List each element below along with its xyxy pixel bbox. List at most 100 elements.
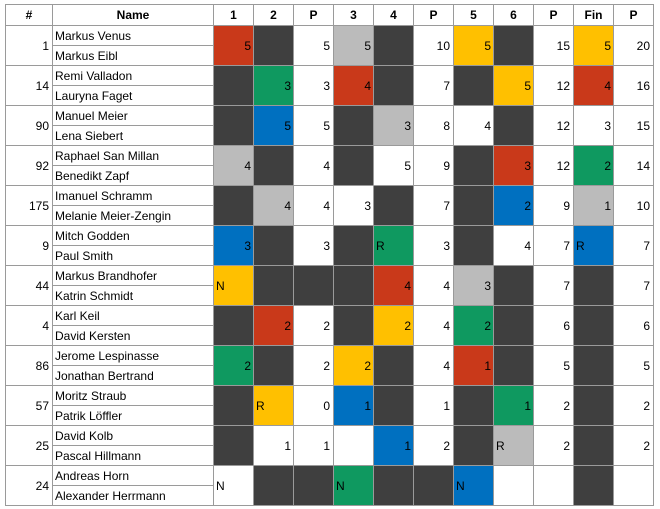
driver-name: Manuel Meier xyxy=(52,105,214,126)
driver-name: Moritz Straub xyxy=(52,385,214,406)
cell-round-5: 3 xyxy=(453,265,494,306)
cell-round-5: 1 xyxy=(453,345,494,386)
cell-round-5 xyxy=(453,145,494,186)
cell-points-total: 10 xyxy=(613,185,654,226)
header-round-2: 2 xyxy=(253,4,294,26)
cell-round-6: 2 xyxy=(493,185,534,226)
cell-round-3 xyxy=(333,425,374,466)
table-row-second-driver: Paul Smith xyxy=(6,245,654,266)
car-number: 14 xyxy=(5,65,53,106)
driver-name: Raphael San Millan xyxy=(52,145,214,166)
cell-points-2: 7 xyxy=(413,65,454,106)
cell-points-2: 4 xyxy=(413,305,454,346)
cell-points-2 xyxy=(413,465,454,506)
cell-round-3 xyxy=(333,105,374,146)
cell-points-2: 4 xyxy=(413,345,454,386)
co-driver-name: David Kersten xyxy=(52,325,214,346)
cell-round-2: 5 xyxy=(253,105,294,146)
cell-round-2 xyxy=(253,465,294,506)
cell-points-1: 1 xyxy=(293,425,334,466)
cell-round-5 xyxy=(453,425,494,466)
cell-round-6 xyxy=(493,105,534,146)
car-number: 86 xyxy=(5,345,53,386)
cell-round-5 xyxy=(453,385,494,426)
cell-round-2: 3 xyxy=(253,65,294,106)
cell-points-1: 4 xyxy=(293,185,334,226)
cell-points-total: 7 xyxy=(613,265,654,306)
cell-final xyxy=(573,305,614,346)
cell-round-4 xyxy=(373,345,414,386)
cell-round-3: 4 xyxy=(333,65,374,106)
cell-round-3: 2 xyxy=(333,345,374,386)
cell-round-2 xyxy=(253,25,294,66)
cell-points-2: 7 xyxy=(413,185,454,226)
table-row: 92 Raphael San Millan 4 4 5 9 3 12 2 14 xyxy=(5,145,654,186)
cell-round-1 xyxy=(213,65,254,106)
cell-round-1: 5 xyxy=(213,25,254,66)
table-row-second-driver: Jonathan Bertrand xyxy=(6,365,654,386)
car-number: 92 xyxy=(5,145,53,186)
header-final: Fin xyxy=(573,4,614,26)
cell-round-2 xyxy=(253,265,294,306)
cell-round-6: 1 xyxy=(493,385,534,426)
cell-points-total: 16 xyxy=(613,65,654,106)
driver-name: Andreas Horn xyxy=(52,465,214,486)
car-number: 90 xyxy=(5,105,53,146)
cell-round-1 xyxy=(213,425,254,466)
cell-points-1 xyxy=(293,265,334,306)
cell-round-2 xyxy=(253,345,294,386)
cell-final xyxy=(573,345,614,386)
car-number: 24 xyxy=(5,465,53,506)
cell-round-6 xyxy=(493,25,534,66)
header-points-total: P xyxy=(613,4,654,26)
cell-round-2: 2 xyxy=(253,305,294,346)
cell-round-3: 3 xyxy=(333,185,374,226)
cell-points-total: 2 xyxy=(613,385,654,426)
cell-round-1: N xyxy=(213,265,254,306)
co-driver-name: Melanie Meier-Zengin xyxy=(52,205,214,226)
cell-round-1 xyxy=(213,105,254,146)
cell-round-4: R xyxy=(373,225,414,266)
cell-round-3 xyxy=(333,145,374,186)
header-points-1: P xyxy=(293,4,334,26)
cell-round-6 xyxy=(493,345,534,386)
cell-round-1 xyxy=(213,185,254,226)
cell-points-1: 0 xyxy=(293,385,334,426)
cell-round-3 xyxy=(333,265,374,306)
table-row: 44 Markus Brandhofer N 4 4 3 7 7 xyxy=(5,265,654,306)
header-round-3: 3 xyxy=(333,4,374,26)
cell-round-4: 3 xyxy=(373,105,414,146)
header-round-5: 5 xyxy=(453,4,494,26)
cell-round-6 xyxy=(493,265,534,306)
co-driver-name: Lauryna Faget xyxy=(52,85,214,106)
cell-round-3: 5 xyxy=(333,25,374,66)
co-driver-name: Markus Eibl xyxy=(52,45,214,66)
cell-points-total xyxy=(613,465,654,506)
table-row-second-driver: Pascal Hillmann xyxy=(6,445,654,466)
cell-round-6 xyxy=(493,305,534,346)
cell-points-1 xyxy=(293,465,334,506)
cell-round-5: 2 xyxy=(453,305,494,346)
header-name: Name xyxy=(52,4,214,26)
cell-points-3: 2 xyxy=(533,385,574,426)
header-round-4: 4 xyxy=(373,4,414,26)
table-row: 90 Manuel Meier 5 5 3 8 4 12 3 15 xyxy=(5,105,654,146)
car-number: 25 xyxy=(5,425,53,466)
cell-final: R xyxy=(573,225,614,266)
cell-round-2: 1 xyxy=(253,425,294,466)
cell-round-4 xyxy=(373,65,414,106)
cell-points-3: 9 xyxy=(533,185,574,226)
cell-points-3: 6 xyxy=(533,305,574,346)
cell-round-3: 1 xyxy=(333,385,374,426)
cell-points-total: 15 xyxy=(613,105,654,146)
cell-points-3: 12 xyxy=(533,65,574,106)
cell-round-2: 4 xyxy=(253,185,294,226)
co-driver-name: Paul Smith xyxy=(52,245,214,266)
cell-round-3: N xyxy=(333,465,374,506)
co-driver-name: Patrik Löffler xyxy=(52,405,214,426)
table-row: 24 Andreas Horn N N N xyxy=(5,465,654,506)
car-number: 1 xyxy=(5,25,53,66)
car-number: 175 xyxy=(5,185,53,226)
cell-round-4 xyxy=(373,185,414,226)
table-row-second-driver: Lauryna Faget xyxy=(6,85,654,106)
